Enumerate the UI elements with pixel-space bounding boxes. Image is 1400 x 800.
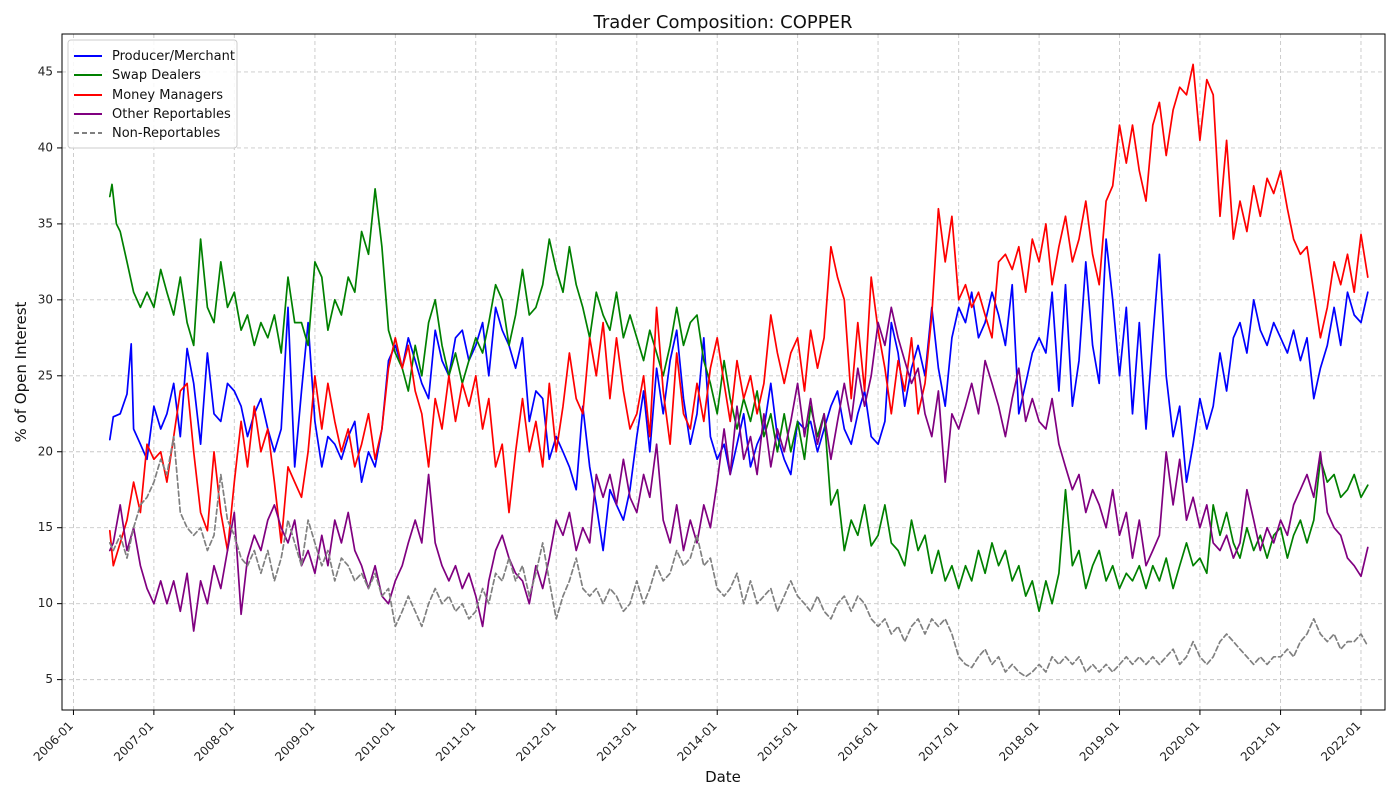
y-axis-ticks: 5 10 15 20 25 30 35 40 45 (38, 64, 62, 686)
legend-box (67, 39, 238, 149)
legend-label-other-reportables: Other Reportables (112, 107, 231, 122)
series-lines (108, 63, 1369, 678)
x-axis-label: Date (705, 768, 741, 786)
series-line-swap-dealers (108, 183, 1369, 613)
y-tick-label: 40 (38, 140, 53, 154)
y-tick-label: 45 (38, 64, 53, 78)
plot-frame (61, 33, 1386, 711)
legend-label-producer-merchant: Producer/Merchant (112, 49, 235, 64)
chart-title: Trader Composition: COPPER (593, 12, 853, 33)
series-line-other-reportables (108, 306, 1369, 632)
series-line-non-reportables (108, 435, 1369, 678)
legend-label-swap-dealers: Swap Dealers (112, 68, 201, 83)
y-tick-label: 10 (38, 596, 53, 610)
legend: Producer/Merchant Swap Dealers Money Man… (67, 39, 238, 149)
series-line-producer-merchant (108, 238, 1369, 552)
legend-label-non-reportables: Non-Reportables (112, 126, 221, 141)
y-tick-label: 5 (45, 672, 53, 686)
y-tick-label: 25 (38, 368, 53, 382)
y-axis-label: % of Open Interest (12, 301, 30, 442)
y-tick-label: 35 (38, 216, 53, 230)
legend-label-money-managers: Money Managers (112, 88, 223, 103)
series-line-money-managers (108, 63, 1369, 567)
y-tick-label: 15 (38, 520, 53, 534)
y-tick-label: 20 (38, 444, 53, 458)
y-tick-label: 30 (38, 292, 53, 306)
